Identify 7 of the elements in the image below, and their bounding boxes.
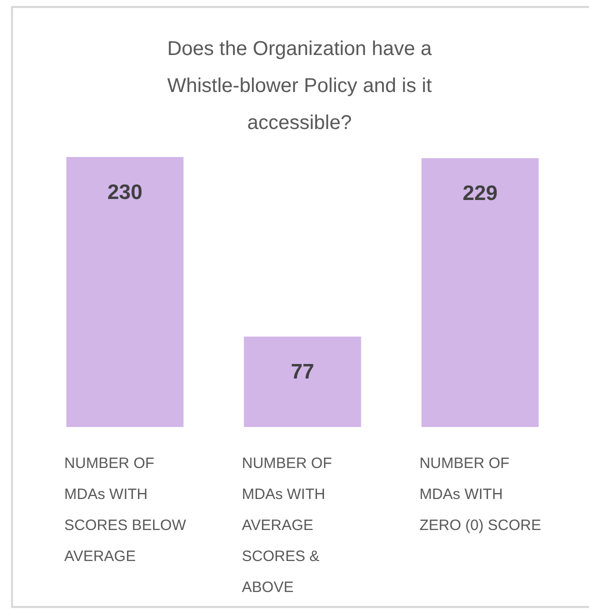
x-tick-label: NUMBER OF MDAs WITH ZERO (0) SCORE <box>419 455 542 534</box>
data-label: 230 <box>107 181 142 204</box>
data-label: 229 <box>462 182 498 206</box>
chart-title: Does the Organization have a Whistle-blower Policy and is it accessible? <box>167 38 433 134</box>
data-label: 77 <box>290 360 314 384</box>
x-tick-label: NUMBER OF MDAs WITH AVERAGE SCORES & ABOVE <box>242 455 332 596</box>
x-tick-label: NUMBER OF MDAs WITH SCORES BELOW AVERAGE <box>64 455 187 565</box>
